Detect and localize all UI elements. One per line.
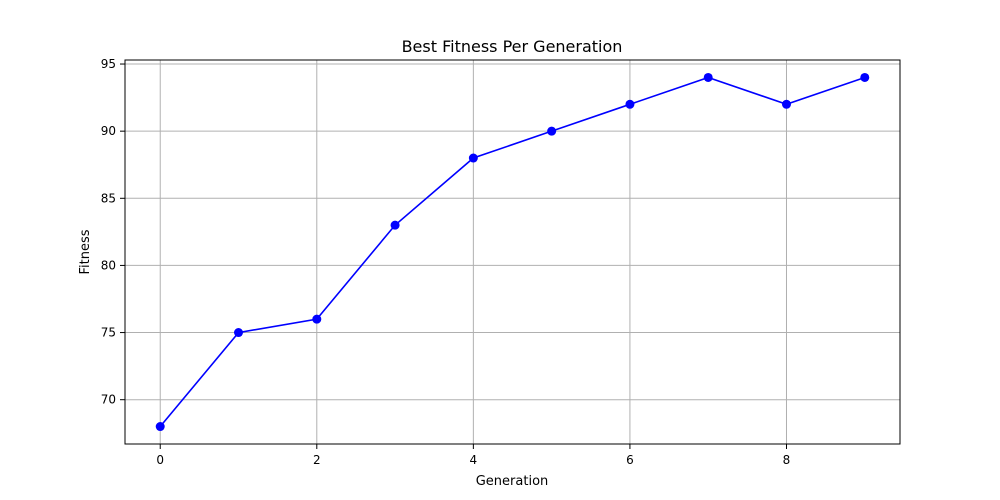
y-tick-label: 80	[101, 258, 116, 272]
data-point	[468, 153, 478, 163]
data-point	[703, 72, 713, 82]
series-layer	[155, 72, 870, 432]
x-axis-label: Generation	[476, 474, 549, 489]
x-tick-label: 2	[313, 453, 321, 467]
x-tick-label: 8	[783, 453, 791, 467]
data-point	[312, 314, 322, 324]
y-axis-label: Fitness	[78, 229, 93, 274]
axis-ticks: 0 2 4 6 8 70 75 80 85 90 95	[101, 57, 791, 467]
y-tick-label: 95	[101, 57, 116, 71]
data-point	[234, 328, 244, 338]
grid-lines	[125, 60, 900, 444]
y-tick-label: 85	[101, 191, 116, 205]
data-point	[781, 99, 791, 109]
x-tick-label: 6	[626, 453, 634, 467]
data-point	[547, 126, 557, 136]
data-point	[155, 422, 165, 432]
plot-frame	[124, 59, 901, 445]
data-point	[860, 72, 870, 82]
y-tick-label: 90	[101, 124, 116, 138]
y-tick-label: 70	[101, 393, 116, 407]
x-tick-label: 4	[470, 453, 478, 467]
chart-title: Best Fitness Per Generation	[402, 37, 623, 56]
x-tick-label: 0	[156, 453, 164, 467]
y-tick-label: 75	[101, 326, 116, 340]
data-point	[625, 99, 635, 109]
series-line	[159, 76, 866, 428]
data-point	[390, 220, 400, 230]
